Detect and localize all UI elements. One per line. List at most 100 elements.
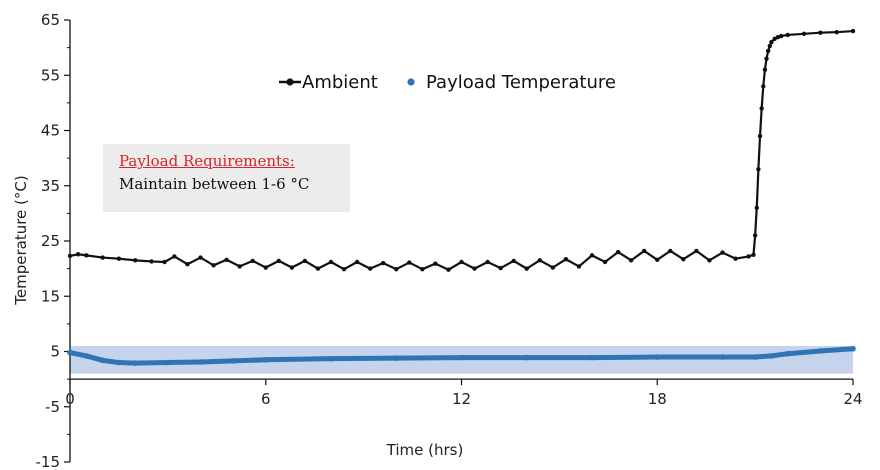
x-tick-label: 6 <box>261 390 271 408</box>
data-point <box>394 266 399 272</box>
data-point <box>67 253 73 259</box>
data-point <box>511 258 516 264</box>
data-point <box>589 354 595 361</box>
x-tick-label: 12 <box>452 390 471 408</box>
data-point <box>84 253 89 258</box>
data-point <box>762 67 768 72</box>
y-tick-label: 35 <box>41 177 60 195</box>
data-point <box>172 254 177 259</box>
data-point <box>472 266 477 271</box>
data-point <box>162 259 167 265</box>
data-point <box>765 48 771 54</box>
data-point <box>769 39 774 45</box>
data-point <box>628 258 634 263</box>
data-point <box>523 354 530 361</box>
data-point <box>746 254 751 259</box>
data-point <box>668 248 673 254</box>
data-point <box>459 259 464 265</box>
data-point <box>707 258 712 263</box>
data-point <box>198 255 203 260</box>
data-point <box>719 354 726 360</box>
data-point <box>602 259 608 265</box>
data-point <box>752 354 758 360</box>
data-point <box>407 260 412 265</box>
data-point <box>83 353 90 359</box>
y-tick-labels: -15 -5 5 15 25 35 45 55 65 <box>36 11 61 470</box>
data-point <box>761 84 766 89</box>
x-tick-label: 0 <box>65 390 75 408</box>
data-point <box>524 266 529 271</box>
data-point <box>768 353 775 359</box>
data-point <box>328 259 334 265</box>
x-tick-labels: 0 6 12 18 24 <box>65 390 862 408</box>
note-title: Payload Requirements: <box>119 152 295 170</box>
data-point <box>850 28 856 34</box>
data-point <box>354 259 360 265</box>
data-point <box>752 233 758 238</box>
data-point <box>133 258 138 263</box>
data-point <box>446 267 451 272</box>
y-tick-label: 15 <box>41 287 60 305</box>
y-tick-label: 45 <box>41 122 60 140</box>
data-point <box>315 266 321 271</box>
series-layer <box>67 28 856 366</box>
data-point <box>785 32 790 38</box>
data-point <box>99 357 106 364</box>
data-point <box>263 265 268 270</box>
data-point <box>751 252 756 258</box>
y-tick-label: 55 <box>41 66 60 84</box>
data-point <box>720 250 725 255</box>
data-point <box>733 256 738 261</box>
data-point <box>224 257 229 262</box>
legend-payload-dot-icon <box>407 78 415 86</box>
data-point <box>381 260 386 266</box>
data-point <box>694 248 699 254</box>
data-point <box>779 33 784 39</box>
legend-ambient-label: Ambient <box>302 72 378 93</box>
y-tick-label: -5 <box>45 398 60 416</box>
data-point <box>250 258 255 264</box>
legend-ambient-dot-icon <box>286 78 294 86</box>
data-point <box>764 56 769 61</box>
data-point <box>615 249 621 255</box>
data-point <box>289 265 295 270</box>
data-point <box>367 266 373 271</box>
data-point <box>801 31 807 37</box>
data-point <box>197 359 204 365</box>
data-point <box>485 259 490 265</box>
data-point <box>341 266 347 272</box>
data-point <box>302 258 308 264</box>
series-ambient <box>67 28 856 272</box>
data-point <box>230 358 236 364</box>
series-payload-temperature <box>67 345 856 366</box>
data-point <box>67 349 73 356</box>
data-point <box>185 262 190 267</box>
data-point <box>784 350 791 357</box>
y-axis-title: Temperature (°C) <box>12 175 30 305</box>
data-point <box>537 258 542 263</box>
data-point <box>211 263 216 268</box>
data-point <box>116 256 122 261</box>
data-point <box>767 43 773 49</box>
data-point <box>132 360 139 366</box>
y-tick-label: 65 <box>41 11 60 29</box>
data-point <box>550 265 556 270</box>
data-point <box>75 252 81 257</box>
data-point <box>754 205 759 211</box>
data-point <box>589 253 595 258</box>
data-point <box>834 29 839 35</box>
data-point <box>756 166 761 172</box>
legend: Ambient Payload Temperature <box>279 72 616 93</box>
data-point <box>818 30 823 35</box>
data-point <box>393 355 400 361</box>
data-point <box>433 261 438 266</box>
data-point <box>563 257 569 262</box>
data-point <box>772 36 777 41</box>
data-point <box>817 348 824 354</box>
note-text: Maintain between 1-6 °C <box>119 175 310 193</box>
data-point <box>237 264 242 269</box>
x-tick-label: 24 <box>843 390 862 408</box>
data-point <box>420 266 425 272</box>
data-point <box>149 259 154 264</box>
